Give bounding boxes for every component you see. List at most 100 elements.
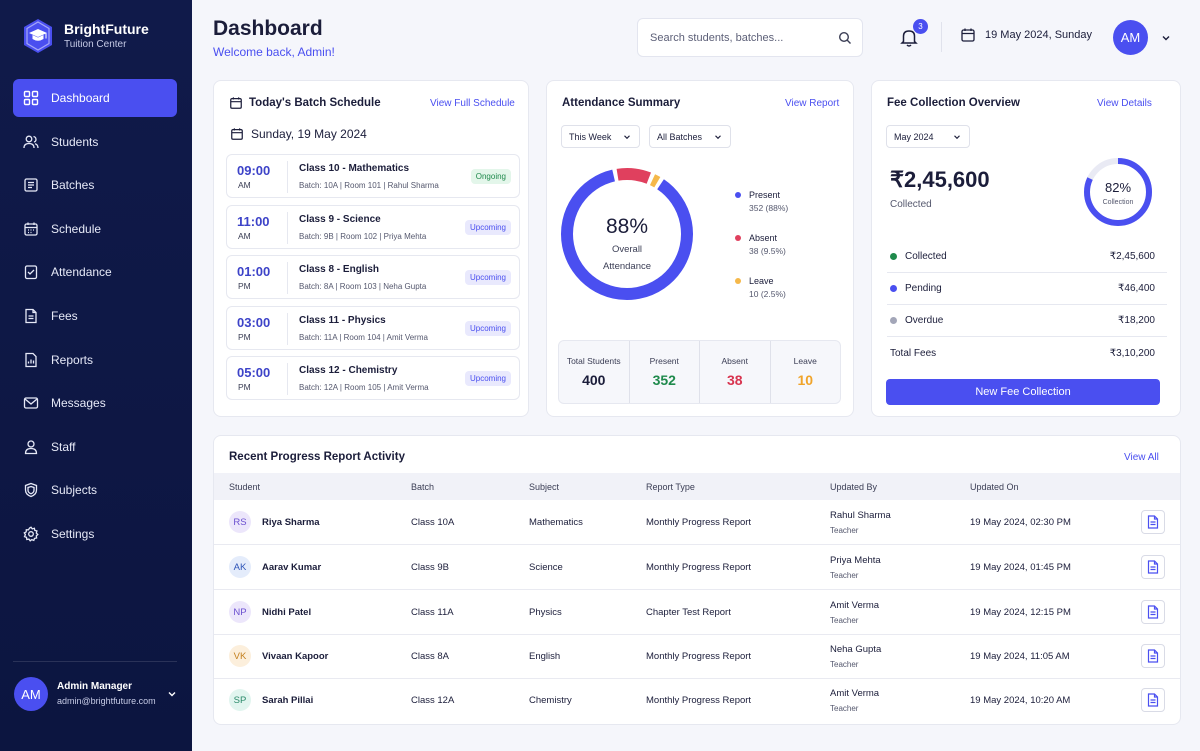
sidebar-item-messages[interactable]: Messages <box>13 384 177 422</box>
view-report-button[interactable] <box>1141 555 1165 579</box>
table-row[interactable]: AK Aarav Kumar Class 9B Science Monthly … <box>214 546 1180 590</box>
chevron-down-icon[interactable] <box>166 688 178 700</box>
report-type-cell: Monthly Progress Report <box>646 562 752 573</box>
subject-cell: Chemistry <box>529 695 572 706</box>
brand[interactable]: BrightFuture Tuition Center <box>22 18 149 54</box>
fee-breakdown: Collected ₹2,45,600 Pending ₹46,400 Over… <box>887 241 1167 369</box>
document-icon <box>1147 649 1159 663</box>
legend-item-leave: Leave 10 (2.5%) <box>735 275 788 301</box>
schedule-ampm: PM <box>238 281 251 292</box>
updated-on-cell: 19 May 2024, 11:05 AM <box>970 651 1070 662</box>
donut-label-overall: Overall <box>612 244 642 255</box>
fee-row-amount: ₹18,200 <box>1118 315 1155 326</box>
table-row[interactable]: RS Riya Sharma Class 10A Mathematics Mon… <box>214 501 1180 545</box>
schedule-meta: Batch: 10A | Room 101 | Rahul Sharma <box>299 181 439 190</box>
table-row[interactable]: VK Vivaan Kapoor Class 8A English Monthl… <box>214 635 1180 679</box>
schedule-class: Class 9 - Science <box>299 213 381 225</box>
receipt-icon <box>25 308 37 324</box>
updated-by-name: Amit Verma <box>830 600 880 611</box>
sidebar-item-settings[interactable]: Settings <box>13 515 177 553</box>
schedule-item[interactable]: 09:00 AM Class 10 - Mathematics Batch: 1… <box>226 154 520 198</box>
search-icon[interactable] <box>838 31 852 45</box>
schedule-meta: Batch: 8A | Room 103 | Neha Gupta <box>299 282 427 292</box>
sidebar-item-reports[interactable]: Reports <box>13 341 177 379</box>
updated-by-name: Neha Gupta <box>830 644 882 655</box>
stat-present: Present 352 <box>630 341 700 403</box>
bell-icon[interactable] <box>898 26 920 48</box>
card-title: Fee Collection Overview <box>887 97 1020 109</box>
batches-icon <box>24 178 38 192</box>
sidebar-item-fees[interactable]: Fees <box>13 297 177 335</box>
sidebar-item-dashboard[interactable]: Dashboard <box>13 79 177 117</box>
new-fee-collection-button[interactable]: New Fee Collection <box>886 379 1160 405</box>
sidebar-nav: Dashboard Students Batches Schedule Atte… <box>13 79 177 559</box>
collected-amount: ₹2,45,600 <box>890 167 990 192</box>
schedule-ampm: AM <box>238 180 251 190</box>
updated-by-role: Teacher <box>830 704 859 713</box>
updated-on-cell: 19 May 2024, 10:20 AM <box>970 695 1071 706</box>
status-badge: Upcoming <box>464 270 511 286</box>
batch-cell: Class 10A <box>411 517 455 528</box>
divider <box>287 161 288 193</box>
month-dropdown[interactable]: May 2024 <box>886 125 970 148</box>
fee-row-label: Overdue <box>905 315 944 326</box>
updated-by-role: Teacher <box>830 660 859 669</box>
avatar: NP <box>229 601 251 623</box>
chevron-down-icon[interactable] <box>1160 32 1172 44</box>
avatar: AM <box>14 677 48 711</box>
table-row[interactable]: NP Nidhi Patel Class 11A Physics Chapter… <box>214 591 1180 635</box>
current-date-text: 19 May 2024, Sunday <box>985 29 1093 41</box>
student-name: Aarav Kumar <box>262 562 322 573</box>
sidebar-item-label: Reports <box>51 352 94 367</box>
sidebar-item-schedule[interactable]: Schedule <box>13 210 177 248</box>
sidebar-item-subjects[interactable]: Subjects <box>13 471 177 509</box>
legend-item-absent: Absent 38 (9.5%) <box>735 232 788 258</box>
sidebar-item-staff[interactable]: Staff <box>13 428 177 466</box>
period-dropdown-value: This Week <box>569 131 612 142</box>
status-badge: Upcoming <box>464 219 511 235</box>
search-input[interactable] <box>650 31 838 44</box>
sidebar-item-attendance[interactable]: Attendance <box>13 253 177 291</box>
schedule-meta: Batch: 12A | Room 105 | Amit Verma <box>299 383 429 393</box>
sidebar: BrightFuture Tuition Center Dashboard St… <box>0 0 192 751</box>
avatar[interactable]: AM <box>1113 20 1148 55</box>
sidebar-item-label: Batches <box>51 178 95 193</box>
batch-dropdown[interactable]: All Batches <box>649 125 731 148</box>
view-all-link[interactable]: View All <box>1124 452 1159 463</box>
avatar: VK <box>229 645 251 667</box>
view-report-button[interactable] <box>1141 600 1165 624</box>
period-dropdown[interactable]: This Week <box>561 125 640 148</box>
schedule-class: Class 10 - Mathematics <box>299 163 410 174</box>
table-row[interactable]: SP Sarah Pillai Class 12A Chemistry Mont… <box>214 679 1180 723</box>
view-report-link[interactable]: View Report <box>785 98 840 109</box>
view-details-link[interactable]: View Details <box>1097 98 1152 109</box>
batch-cell: Class 12A <box>411 695 455 706</box>
schedule-item[interactable]: 01:00 PM Class 8 - English Batch: 8A | R… <box>226 255 520 300</box>
column-header-student: Student <box>229 482 261 492</box>
schedule-list: 09:00 AM Class 10 - Mathematics Batch: 1… <box>226 154 520 407</box>
schedule-item[interactable]: 05:00 PM Class 12 - Chemistry Batch: 12A… <box>226 356 520 401</box>
user-profile-menu[interactable]: AM Admin Manager admin@brightfuture.com <box>14 677 178 711</box>
legend-dot <box>735 278 741 284</box>
view-report-button[interactable] <box>1141 510 1165 534</box>
sidebar-item-students[interactable]: Students <box>13 123 177 161</box>
view-report-button[interactable] <box>1141 644 1165 668</box>
status-badge: Upcoming <box>464 320 511 336</box>
sidebar-item-batches[interactable]: Batches <box>13 166 177 204</box>
schedule-class: Class 11 - Physics <box>299 314 386 326</box>
legend-label: Present <box>749 190 781 200</box>
batch-cell: Class 9B <box>411 562 450 573</box>
document-icon <box>1147 605 1159 619</box>
notification-badge: 3 <box>913 19 928 34</box>
view-full-schedule-link[interactable]: View Full Schedule <box>430 98 515 109</box>
updated-by-name: Rahul Sharma <box>830 510 891 521</box>
ring-progress <box>1084 158 1152 226</box>
fee-row-amount: ₹46,400 <box>1118 283 1155 294</box>
student-name: Nidhi Patel <box>262 607 312 618</box>
view-report-button[interactable] <box>1141 688 1165 712</box>
ring-label: Collection <box>1103 199 1134 206</box>
schedule-item[interactable]: 03:00 PM Class 11 - Physics Batch: 11A |… <box>226 305 520 350</box>
schedule-item[interactable]: 11:00 AM Class 9 - Science Batch: 9B | R… <box>226 204 520 249</box>
updated-by-role: Teacher <box>830 616 859 625</box>
report-icon <box>25 352 37 367</box>
